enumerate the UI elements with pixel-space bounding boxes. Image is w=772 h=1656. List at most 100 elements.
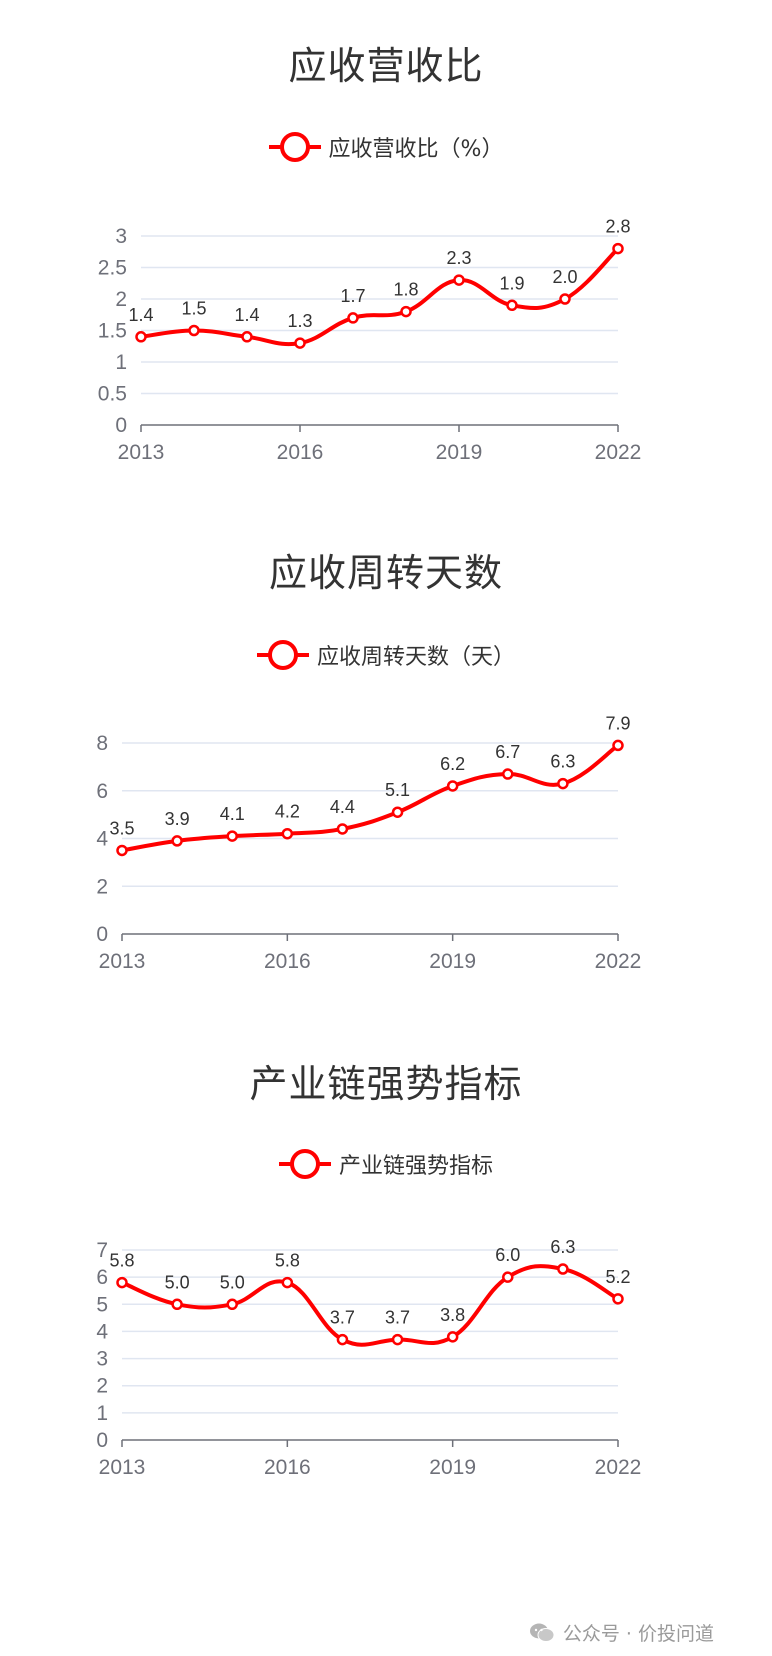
y-tick-label: 0.5 bbox=[98, 383, 127, 406]
data-label: 3.8 bbox=[440, 1305, 465, 1325]
chart-title: 应收营收比 bbox=[288, 44, 484, 88]
data-label: 5.8 bbox=[275, 1251, 300, 1271]
data-label: 1.5 bbox=[181, 299, 206, 319]
data-label: 6.7 bbox=[495, 742, 520, 762]
legend-marker-icon bbox=[268, 132, 321, 162]
data-point[interactable] bbox=[171, 1298, 183, 1311]
legend[interactable]: 应收周转天数（天） bbox=[0, 638, 772, 672]
data-point[interactable] bbox=[400, 305, 412, 318]
data-point[interactable] bbox=[336, 823, 349, 835]
data-label: 2.8 bbox=[605, 217, 630, 237]
data-point[interactable] bbox=[446, 1331, 459, 1343]
x-tick-label: 2016 bbox=[264, 1456, 311, 1479]
data-point[interactable] bbox=[347, 312, 359, 324]
line-chart: 0 1 2 3 4 5 6 7 2013 2016 2019 2022 5.8 5.0 5.0 5.8 3.7 3… bbox=[96, 1237, 642, 1479]
data-label: 5.0 bbox=[165, 1272, 190, 1292]
data-point[interactable] bbox=[188, 324, 200, 337]
data-point[interactable] bbox=[116, 1276, 128, 1289]
data-point[interactable] bbox=[557, 1263, 569, 1275]
y-tick-label: 1 bbox=[96, 1402, 108, 1425]
data-point[interactable] bbox=[612, 242, 624, 255]
chart-panel: 应收营收比 应收营收比（%） 0 0.5 1 1.5 2 2.5 3 2013 2016 2019… bbox=[0, 0, 772, 500]
x-tick-label: 2019 bbox=[429, 950, 476, 973]
x-tick-label: 2016 bbox=[264, 950, 311, 973]
data-label: 4.1 bbox=[220, 804, 245, 824]
y-tick-label: 8 bbox=[96, 732, 108, 755]
data-point[interactable] bbox=[502, 768, 514, 780]
data-label: 1.9 bbox=[499, 273, 524, 293]
data-point[interactable] bbox=[281, 1276, 294, 1289]
y-tick-label: 1.5 bbox=[98, 320, 127, 343]
data-point[interactable] bbox=[391, 1333, 404, 1346]
data-label: 5.2 bbox=[605, 1267, 630, 1287]
data-point[interactable] bbox=[391, 806, 404, 818]
x-tick-label: 2013 bbox=[99, 1456, 146, 1479]
data-label: 1.4 bbox=[128, 305, 153, 325]
series-line bbox=[140, 247, 620, 347]
y-tick-label: 6 bbox=[96, 780, 108, 803]
y-tick-label: 5 bbox=[96, 1293, 108, 1316]
y-tick-label: 2 bbox=[96, 1375, 108, 1398]
x-tick-label: 2013 bbox=[118, 441, 165, 464]
data-label: 3.5 bbox=[109, 818, 134, 838]
data-label: 6.0 bbox=[495, 1245, 520, 1265]
data-point[interactable] bbox=[557, 777, 569, 790]
data-point[interactable] bbox=[135, 331, 147, 343]
data-point[interactable] bbox=[241, 331, 253, 343]
data-label: 7.9 bbox=[605, 713, 630, 733]
data-point[interactable] bbox=[612, 739, 624, 752]
legend-label: 应收周转天数（天） bbox=[316, 645, 515, 670]
data-point[interactable] bbox=[612, 1293, 624, 1305]
x-tick-label: 2022 bbox=[595, 950, 642, 973]
y-tick-label: 2 bbox=[115, 288, 127, 311]
x-tick-label: 2022 bbox=[595, 441, 642, 464]
data-label: 4.4 bbox=[330, 797, 355, 817]
data-point[interactable] bbox=[226, 830, 238, 842]
chart-panel: 产业链强势指标 产业链强势指标 0 1 2 3 4 5 6 7 2013 2016 2019 2022… bbox=[0, 1010, 772, 1530]
data-label: 3.7 bbox=[330, 1308, 355, 1328]
data-label: 6.3 bbox=[550, 1237, 575, 1257]
data-label: 6.2 bbox=[440, 754, 465, 774]
data-label: 3.9 bbox=[165, 809, 190, 829]
data-label: 1.3 bbox=[287, 311, 312, 331]
x-tick-label: 2016 bbox=[277, 441, 324, 464]
legend-label: 产业链强势指标 bbox=[338, 1154, 493, 1179]
data-point[interactable] bbox=[226, 1298, 238, 1311]
chart-title: 应收周转天数 bbox=[268, 551, 503, 595]
data-point[interactable] bbox=[559, 293, 571, 305]
data-label: 2.0 bbox=[552, 267, 577, 287]
y-tick-label: 0 bbox=[96, 1429, 108, 1452]
data-point[interactable] bbox=[294, 337, 306, 349]
legend-marker-icon bbox=[278, 1149, 331, 1179]
legend[interactable]: 应收营收比（%） bbox=[0, 130, 772, 164]
data-point[interactable] bbox=[506, 299, 518, 312]
data-label: 2.3 bbox=[446, 248, 471, 268]
data-point[interactable] bbox=[453, 274, 465, 286]
data-point[interactable] bbox=[171, 835, 183, 847]
legend[interactable]: 产业链强势指标 bbox=[0, 1147, 772, 1181]
y-tick-label: 4 bbox=[96, 1320, 108, 1343]
data-label: 6.3 bbox=[550, 752, 575, 772]
data-label: 1.7 bbox=[340, 286, 365, 306]
data-label: 1.4 bbox=[234, 305, 259, 325]
data-label: 5.8 bbox=[109, 1251, 134, 1271]
x-tick-label: 2022 bbox=[595, 1456, 642, 1479]
data-point[interactable] bbox=[336, 1333, 349, 1346]
y-tick-label: 6 bbox=[96, 1266, 108, 1289]
data-label: 3.7 bbox=[385, 1308, 410, 1328]
data-label: 5.0 bbox=[220, 1272, 245, 1292]
data-point[interactable] bbox=[116, 844, 128, 857]
y-tick-label: 7 bbox=[96, 1239, 108, 1262]
chart-panel: 应收周转天数 应收周转天数（天） 0 2 4 6 8 2013 2016 2019 2022 3.… bbox=[0, 500, 772, 1010]
y-tick-label: 0 bbox=[96, 923, 108, 946]
x-tick-label: 2019 bbox=[429, 1456, 476, 1479]
y-tick-label: 4 bbox=[96, 828, 108, 851]
line-chart: 0 2 4 6 8 2013 2016 2019 2022 3.5 3.9 4.1 4.2 4.4 5.1 6… bbox=[96, 713, 642, 973]
wechat-icon bbox=[529, 1623, 555, 1642]
data-point[interactable] bbox=[446, 780, 459, 792]
data-point[interactable] bbox=[502, 1271, 514, 1283]
legend-label: 应收营收比（%） bbox=[328, 137, 504, 162]
watermark: 公众号 · 价投问道 bbox=[529, 1619, 714, 1646]
data-point[interactable] bbox=[281, 827, 294, 840]
